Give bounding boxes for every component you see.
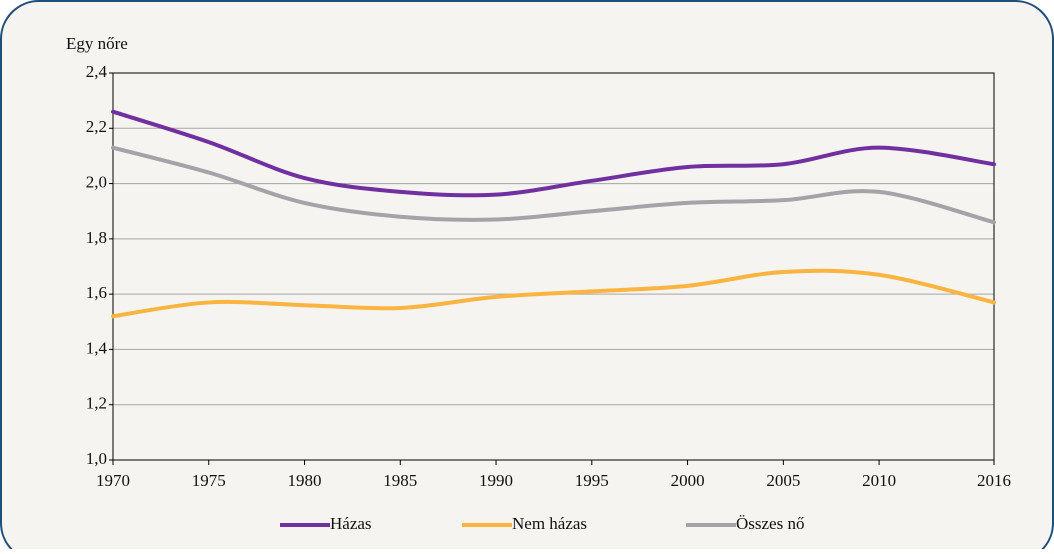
- x-tick-label: 2016: [977, 471, 1011, 490]
- y-axis-label: Egy nőre: [66, 34, 128, 53]
- y-tick-label: 1,4: [86, 338, 108, 357]
- legend-label: Nem házas: [512, 514, 587, 533]
- y-tick-label: 2,2: [86, 117, 107, 136]
- legend-label: Házas: [330, 514, 372, 533]
- x-tick-label: 1995: [575, 471, 609, 490]
- y-tick-label: 2,0: [86, 172, 107, 191]
- x-tick-label: 2010: [862, 471, 896, 490]
- x-tick-label: 1980: [288, 471, 322, 490]
- x-tick-label: 2000: [671, 471, 705, 490]
- y-tick-label: 1,0: [86, 449, 107, 468]
- line: [111, 268, 996, 319]
- x-tick-label: 1970: [96, 471, 130, 490]
- x-tick-label: 2005: [766, 471, 800, 490]
- plot-border: [112, 72, 995, 461]
- x-tick-label: 1985: [383, 471, 417, 490]
- y-tick-label: 1,8: [86, 228, 107, 247]
- x-tick-label: 1990: [479, 471, 513, 490]
- x-tick-label: 1975: [192, 471, 226, 490]
- y-tick-label: 1,2: [86, 394, 107, 413]
- line: [111, 145, 996, 225]
- line: [111, 109, 996, 198]
- legend-label: Összes nő: [736, 514, 804, 533]
- y-tick-label: 2,4: [86, 62, 108, 81]
- y-tick-label: 1,6: [86, 283, 107, 302]
